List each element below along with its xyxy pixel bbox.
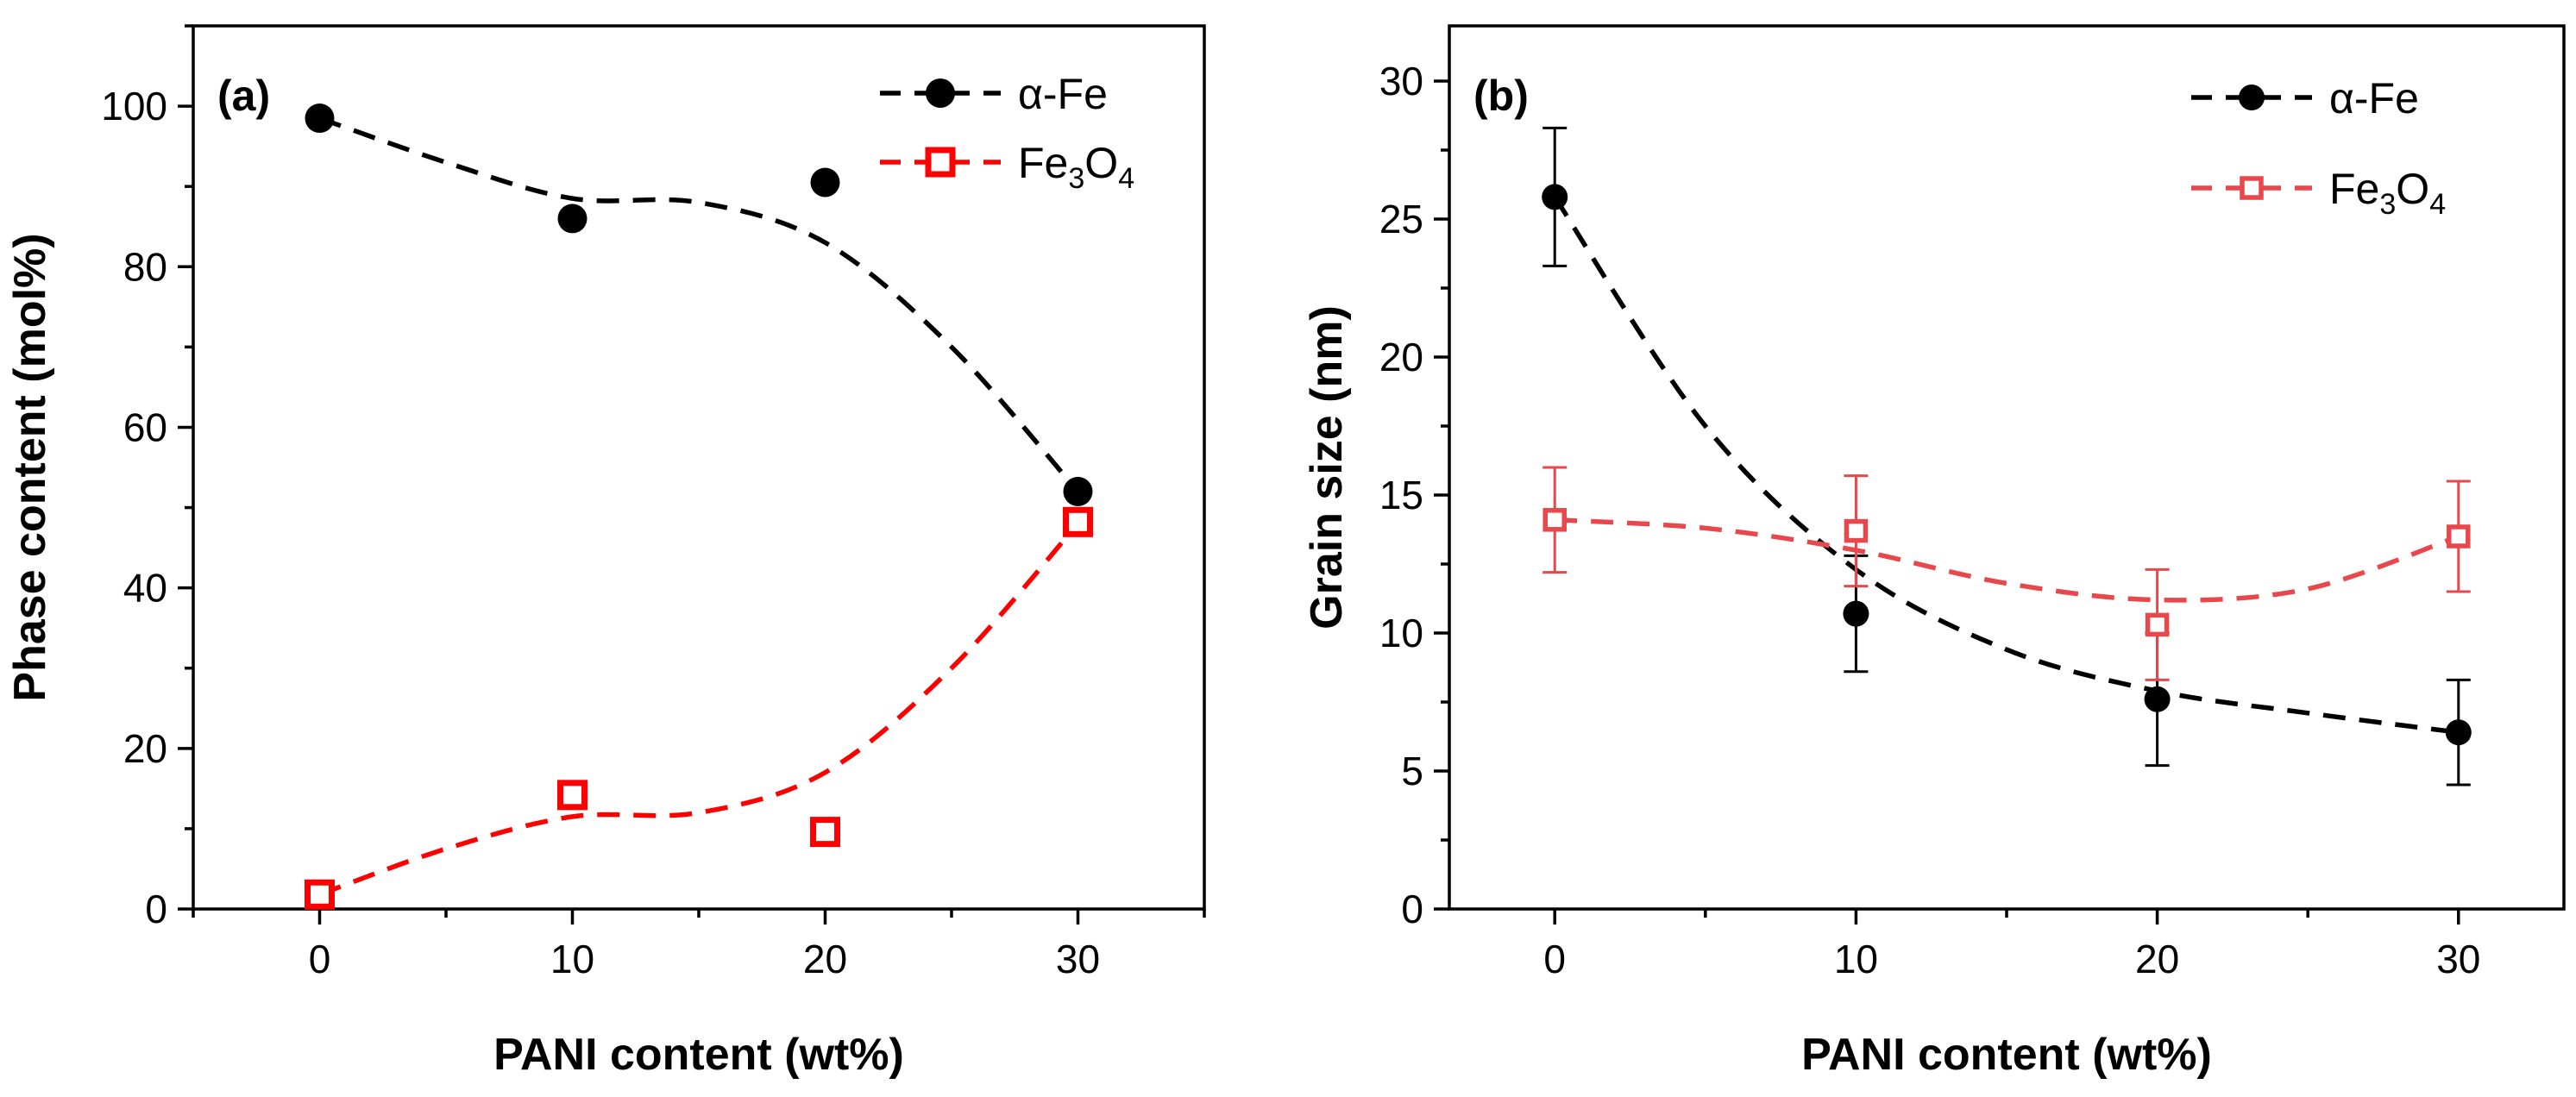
- legend-text-part: 3: [2379, 188, 2396, 221]
- x-tick-label: 20: [2135, 937, 2179, 981]
- y-tick-label: 20: [123, 726, 167, 771]
- data-point-square: [2145, 612, 2170, 637]
- data-point-circle: [1542, 184, 1568, 210]
- fit-curve: [1555, 517, 2460, 603]
- data-point-circle: [305, 103, 335, 134]
- x-axis-title: PANI content (wt%): [1801, 1030, 2212, 1080]
- y-axis-title: Grain size (nm): [1302, 305, 1352, 630]
- x-tick-label: 0: [1543, 937, 1566, 981]
- data-point-square: [1063, 506, 1093, 537]
- legend-text-part: 4: [2429, 188, 2446, 221]
- legend-entry: α-Fe: [880, 70, 1108, 118]
- x-tick-label: 30: [1056, 937, 1100, 981]
- legend-text-part: Fe: [2329, 165, 2379, 213]
- y-tick-label: 5: [1401, 749, 1423, 793]
- y-tick-label: 80: [123, 244, 167, 289]
- legend-label: Fe3O4: [1018, 139, 1134, 195]
- y-tick-label: 10: [1379, 611, 1423, 655]
- legend-marker-circle: [926, 78, 955, 108]
- y-tick-label: 60: [123, 404, 167, 449]
- fit-curve: [318, 522, 1080, 897]
- x-tick-label: 0: [309, 937, 331, 981]
- data-point-square: [1542, 508, 1567, 532]
- y-tick-label: 0: [145, 887, 167, 931]
- y-tick-label: 20: [1379, 335, 1423, 379]
- legend-label: α-Fe: [2329, 74, 2419, 122]
- legend-entry: α-Fe: [2191, 74, 2419, 122]
- y-tick-label: 0: [1401, 887, 1423, 931]
- data-point-circle: [2445, 719, 2472, 746]
- x-tick-label: 20: [803, 937, 847, 981]
- plot-frame: [1448, 24, 2566, 911]
- data-point-square: [305, 879, 335, 910]
- fit-curve: [1552, 195, 2460, 735]
- series-fe3o4: [1542, 466, 2471, 681]
- y-tick-label: 15: [1379, 473, 1423, 517]
- data-point-circle: [810, 167, 840, 197]
- data-point-circle: [1843, 600, 1869, 627]
- legend-entry: Fe3O4: [880, 139, 1134, 195]
- legend-entry: Fe3O4: [2191, 165, 2446, 221]
- x-tick-label: 10: [550, 937, 594, 981]
- data-point-circle: [2144, 686, 2171, 712]
- data-point-circle: [1063, 476, 1093, 506]
- legend-marker-square: [2240, 176, 2264, 200]
- x-tick-label: 30: [2436, 937, 2480, 981]
- data-point-circle: [557, 204, 587, 234]
- fit-curve: [318, 116, 1080, 493]
- y-tick-label: 100: [101, 84, 167, 129]
- y-tick-label: 30: [1379, 59, 1423, 103]
- data-point-square: [810, 817, 840, 848]
- chart-panel-b: 0 10 20 30 0 5 10 15 20 25 30 PANI content (wt%) Gra…: [1302, 24, 2566, 1080]
- panel-label: (b): [1473, 72, 1529, 120]
- x-tick-label: 10: [1834, 937, 1878, 981]
- series-alpha-fe: [1542, 126, 2472, 787]
- legend-text-part: O: [1084, 139, 1118, 187]
- legend-marker-square: [925, 147, 956, 178]
- legend-text-part: O: [2396, 165, 2429, 213]
- panel-label: (a): [217, 72, 270, 120]
- legend-text-part: 4: [1118, 162, 1134, 195]
- y-tick-label: 40: [123, 566, 167, 611]
- data-point-square: [1844, 518, 1869, 543]
- legend-label: α-Fe: [1018, 70, 1108, 118]
- data-point-square: [557, 780, 587, 811]
- legend-label: Fe3O4: [2329, 165, 2446, 221]
- x-axis-title: PANI content (wt%): [493, 1030, 904, 1080]
- series-fe3o4: [305, 506, 1093, 910]
- legend-text-part: 3: [1068, 162, 1084, 195]
- y-axis-title: Phase content (mol%): [5, 233, 55, 701]
- series-alpha-fe: [305, 103, 1093, 506]
- legend-marker-circle: [2239, 85, 2265, 110]
- data-point-square: [2447, 524, 2471, 548]
- y-tick-label: 25: [1379, 197, 1423, 241]
- chart-panel-a: 0 10 20 30 0 20 40 60 80 100 PANI content (wt%) Pha…: [5, 24, 1206, 1080]
- legend-text-part: Fe: [1018, 139, 1068, 187]
